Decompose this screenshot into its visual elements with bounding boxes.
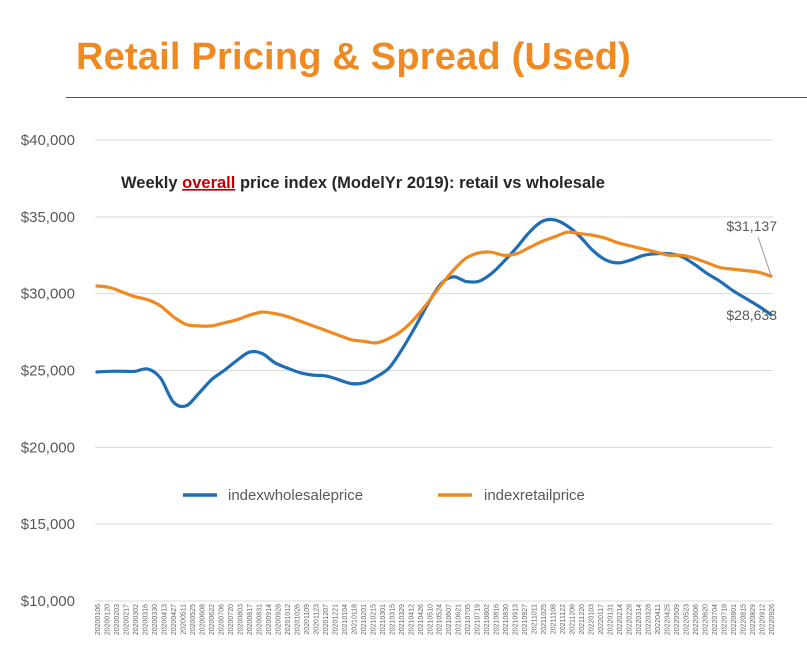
x-tick-label: 20220926 <box>769 604 776 635</box>
series-lines <box>95 217 773 409</box>
x-tick-label: 20220718 <box>722 604 729 635</box>
x-tick-label: 20201221 <box>332 604 339 635</box>
x-tick-label: 20210913 <box>513 604 520 635</box>
x-tick-label: 20200413 <box>161 604 168 635</box>
x-tick-label: 20211108 <box>551 604 558 634</box>
data-label-retail-end: $31,137 <box>726 218 777 234</box>
series-line-wholesale <box>95 217 773 409</box>
x-tick-label: 20211122 <box>560 604 567 634</box>
x-tick-label: 20210927 <box>522 604 529 635</box>
y-tick-label: $30,000 <box>21 286 75 303</box>
x-tick-label: 20200622 <box>209 604 216 635</box>
x-tick-label: 20210426 <box>418 604 425 635</box>
x-tick-label: 20211025 <box>541 604 548 635</box>
x-tick-label: 20220704 <box>712 604 719 635</box>
x-tick-label: 20220314 <box>636 604 643 635</box>
x-tick-label: 20220801 <box>731 604 738 635</box>
data-label-wholesale-end: $28,633 <box>726 307 777 323</box>
x-tick-label: 20210830 <box>503 604 510 635</box>
x-tick-label: 20220912 <box>760 604 767 635</box>
y-tick-label: $35,000 <box>21 209 75 226</box>
x-tick-label: 20200525 <box>190 604 197 635</box>
x-tick-label: 20200106 <box>95 604 102 635</box>
data-labels: $31,137 $28,633 <box>726 218 777 323</box>
x-tick-label: 20210301 <box>380 604 387 635</box>
x-tick-label: 20220509 <box>674 604 681 635</box>
x-tick-label: 20200928 <box>275 604 282 635</box>
x-axis-ticks: 20200106 20200120 20200203 20200217 20200302… <box>95 604 776 635</box>
x-tick-label: 20200608 <box>199 604 206 635</box>
x-tick-label: 20211220 <box>579 604 586 635</box>
y-tick-label: $20,000 <box>21 439 75 456</box>
x-tick-label: 20200217 <box>123 604 130 635</box>
x-tick-label: 20210329 <box>399 604 406 635</box>
y-tick-label: $25,000 <box>21 363 75 380</box>
x-tick-label: 20220620 <box>703 604 710 635</box>
slide-title: Retail Pricing & Spread (Used) <box>76 36 632 78</box>
x-tick-label: 20200302 <box>133 604 140 635</box>
y-axis-ticks: $10,000 $15,000 $20,000 $25,000 $30,000 $35,0… <box>21 132 75 610</box>
x-tick-label: 20220606 <box>693 604 700 635</box>
y-tick-label: $10,000 <box>21 593 75 610</box>
x-tick-label: 20210201 <box>361 604 368 635</box>
x-tick-label: 20220425 <box>665 604 672 635</box>
x-tick-label: 20201207 <box>323 604 330 635</box>
x-tick-label: 20220214 <box>617 604 624 635</box>
x-tick-label: 20210719 <box>475 604 482 635</box>
chart-title: Weekly overall price index (ModelYr 2019… <box>121 174 605 192</box>
series-line-retail <box>95 230 773 345</box>
x-tick-label: 20201026 <box>294 604 301 635</box>
legend: indexwholesaleprice indexretailprice <box>183 487 585 504</box>
x-tick-label: 20200817 <box>247 604 254 635</box>
x-tick-label: 20200511 <box>180 604 187 635</box>
x-tick-label: 20200720 <box>228 604 235 635</box>
x-tick-label: 20210510 <box>427 604 434 635</box>
x-tick-label: 20220328 <box>646 604 653 635</box>
x-tick-label: 20200803 <box>237 604 244 635</box>
x-tick-label: 20210621 <box>456 604 463 635</box>
data-label-leader <box>757 236 772 276</box>
x-tick-label: 20210215 <box>370 604 377 635</box>
x-tick-label: 20201123 <box>313 604 320 635</box>
x-tick-label: 20210607 <box>446 604 453 635</box>
y-tick-label: $15,000 <box>21 516 75 533</box>
x-tick-label: 20201012 <box>285 604 292 635</box>
title-divider <box>66 97 807 98</box>
x-tick-label: 20210315 <box>389 604 396 635</box>
x-tick-label: 20220131 <box>608 604 615 635</box>
x-tick-label: 20200203 <box>114 604 121 635</box>
x-tick-label: 20210802 <box>484 604 491 635</box>
x-tick-label: 20220117 <box>598 604 605 635</box>
x-tick-label: 20210412 <box>408 604 415 635</box>
x-tick-label: 20210524 <box>437 604 444 635</box>
x-tick-label: 20220523 <box>684 604 691 635</box>
y-tick-label: $40,000 <box>21 132 75 149</box>
x-tick-label: 20200120 <box>104 604 111 635</box>
legend-label-wholesale: indexwholesaleprice <box>228 487 363 504</box>
x-tick-label: 20220103 <box>589 604 596 635</box>
x-tick-label: 20200316 <box>142 604 149 635</box>
x-tick-label: 20210705 <box>465 604 472 635</box>
x-tick-label: 20210816 <box>494 604 501 635</box>
x-tick-label: 20220815 <box>741 604 748 635</box>
x-tick-label: 20200330 <box>152 604 159 635</box>
grid-lines <box>95 139 773 602</box>
x-tick-label: 20220228 <box>627 604 634 635</box>
x-tick-label: 20200427 <box>171 604 178 635</box>
legend-label-retail: indexretailprice <box>484 487 585 504</box>
x-tick-label: 20200706 <box>218 604 225 635</box>
x-tick-label: 20210118 <box>351 604 358 635</box>
x-tick-label: 20210104 <box>342 604 349 635</box>
x-tick-label: 20200831 <box>256 604 263 635</box>
x-tick-label: 20201109 <box>304 604 311 635</box>
x-tick-label: 20211206 <box>570 604 577 635</box>
x-tick-label: 20220411 <box>655 604 662 635</box>
x-tick-label: 20220829 <box>750 604 757 635</box>
x-tick-label: 20200914 <box>266 604 273 635</box>
x-tick-label: 20211011 <box>532 604 539 634</box>
